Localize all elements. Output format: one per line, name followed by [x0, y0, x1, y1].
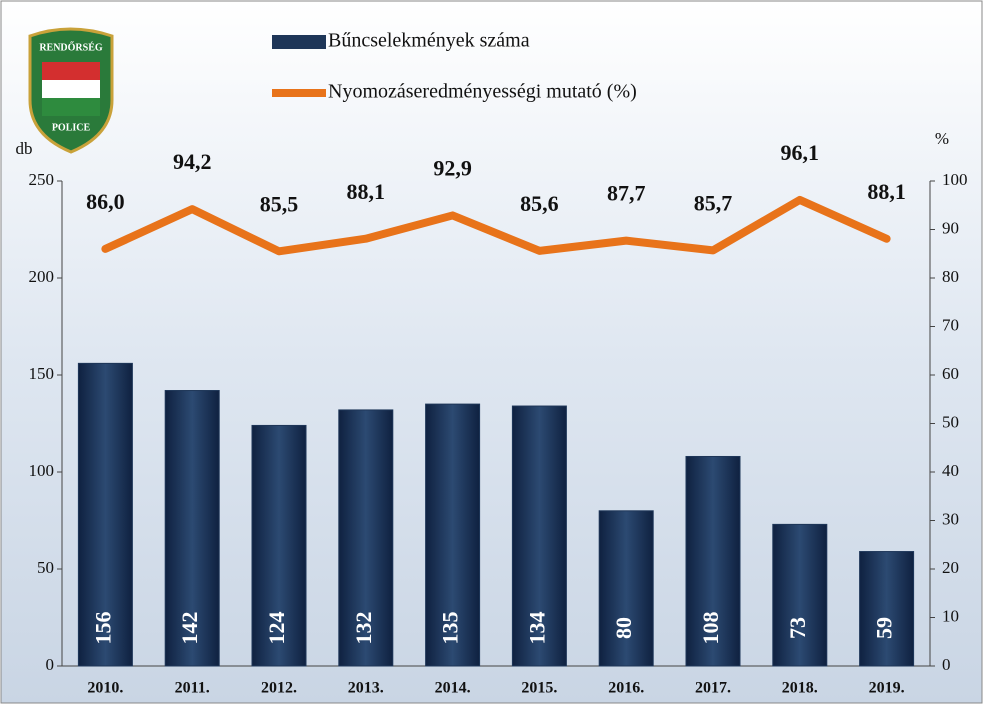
y2-tick-label: 10 [942, 606, 959, 625]
y-tick-label: 50 [37, 558, 54, 577]
y2-tick-label: 20 [942, 558, 959, 577]
line-value-label: 96,1 [781, 140, 820, 165]
y-tick-label: 100 [29, 461, 55, 480]
legend-label: Bűncselekmények száma [328, 30, 530, 52]
line-value-label: 88,1 [867, 179, 906, 204]
x-tick-label: 2019. [869, 680, 905, 697]
background [1, 1, 982, 703]
line-value-label: 86,0 [86, 189, 125, 214]
x-tick-label: 2013. [348, 680, 384, 697]
x-tick-label: 2010. [87, 680, 123, 697]
y-tick-label: 200 [29, 267, 55, 286]
x-tick-label: 2018. [782, 680, 818, 697]
y2-tick-label: 80 [942, 267, 959, 286]
bar-value-label: 80 [611, 617, 636, 639]
line-value-label: 88,1 [347, 179, 386, 204]
bar-value-label: 108 [698, 612, 723, 645]
bar [860, 552, 914, 666]
y2-tick-label: 40 [942, 461, 959, 480]
chart: RENDŐRSÉG POLICE db % 0 50 100 150 200 250 0 10… [0, 0, 983, 704]
y2-tick-label: 30 [942, 509, 959, 528]
bar [599, 511, 653, 666]
line-value-label: 85,6 [520, 191, 559, 216]
y2-tick-label: 70 [942, 315, 959, 334]
y-tick-label: 0 [46, 655, 55, 674]
y2-tick-label: 60 [942, 364, 959, 383]
y2-tick-label: 100 [942, 170, 968, 189]
y2-axis-label: % [935, 129, 949, 148]
line-value-label: 92,9 [433, 155, 472, 180]
y2-tick-label: 90 [942, 218, 959, 237]
y2-tick-label: 50 [942, 412, 959, 431]
x-tick-label: 2014. [435, 680, 471, 697]
line-value-label: 94,2 [173, 149, 212, 174]
x-tick-label: 2012. [261, 680, 297, 697]
legend-swatch [272, 35, 326, 49]
x-tick-label: 2011. [175, 680, 210, 697]
y-tick-label: 250 [29, 170, 55, 189]
x-tick-label: 2016. [608, 680, 644, 697]
bar-value-label: 132 [351, 612, 376, 645]
bar-value-label: 142 [177, 612, 202, 645]
x-tick-label: 2015. [521, 680, 557, 697]
logo: RENDŐRSÉG POLICE [30, 29, 112, 152]
logo-bottom: POLICE [52, 122, 91, 133]
bar-value-label: 124 [264, 612, 289, 645]
y-tick-label: 150 [29, 364, 55, 383]
bar-value-label: 135 [438, 612, 463, 645]
x-tick-label: 2017. [695, 680, 731, 697]
bar-value-label: 73 [785, 617, 810, 639]
y2-tick-label: 0 [942, 655, 951, 674]
logo-top: RENDŐRSÉG [39, 41, 103, 53]
bar-value-label: 59 [872, 617, 897, 639]
bar-value-label: 134 [524, 612, 549, 645]
legend-label: Nyomozáseredményességi mutató (%) [328, 81, 637, 103]
bar [773, 524, 827, 666]
y-axis-label: db [16, 139, 33, 158]
line-value-label: 85,5 [260, 191, 299, 216]
bar-value-label: 156 [90, 612, 115, 645]
line-value-label: 87,7 [607, 181, 646, 206]
line-value-label: 85,7 [694, 190, 733, 215]
